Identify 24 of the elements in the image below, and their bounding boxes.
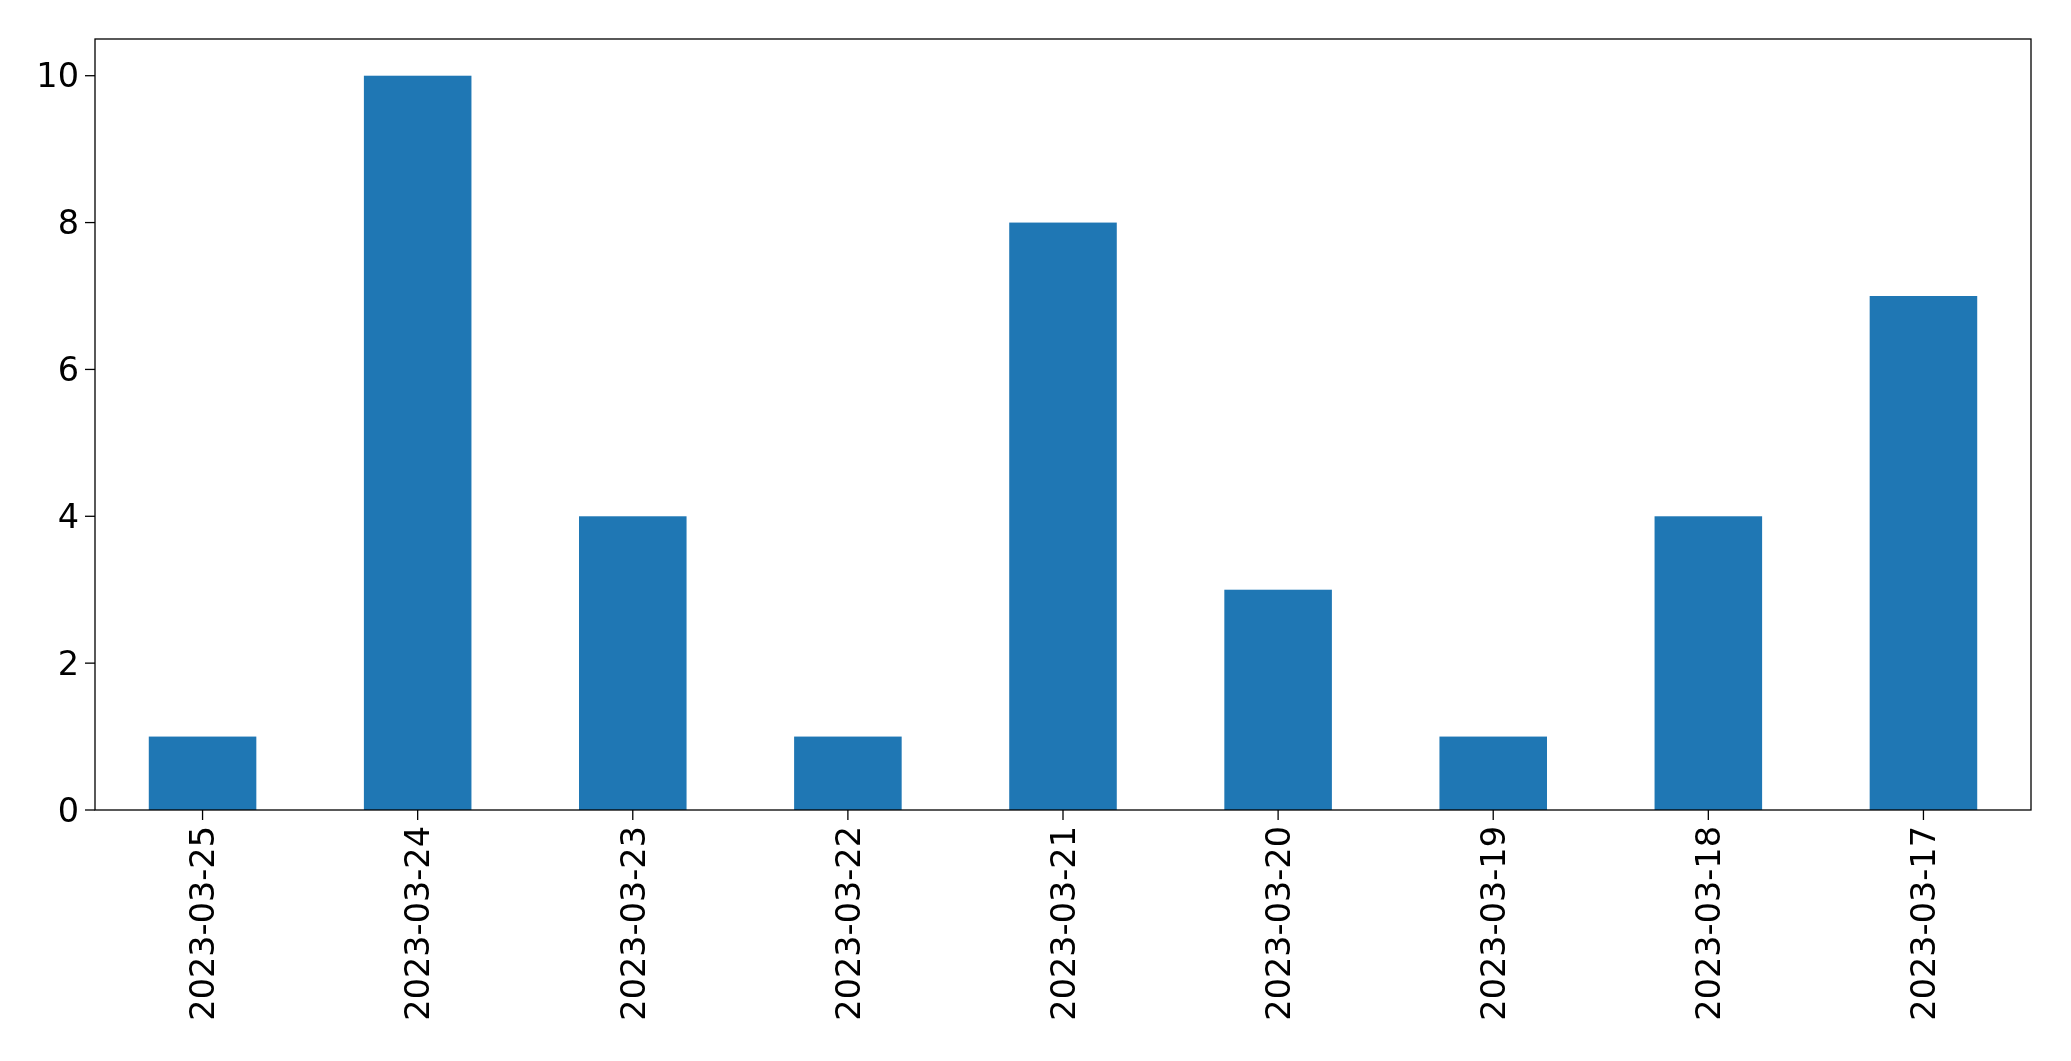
x-tick-label: 2023-03-20	[1258, 826, 1298, 1021]
bar	[1869, 296, 1978, 810]
y-tick-label: 6	[57, 350, 79, 390]
bar	[1224, 589, 1332, 810]
bar	[1439, 736, 1547, 810]
bar	[794, 736, 902, 810]
x-tick-label: 2023-03-22	[828, 826, 868, 1021]
x-tick-label: 2023-03-24	[398, 826, 438, 1021]
y-tick-label: 10	[36, 56, 79, 96]
x-tick-label: 2023-03-18	[1689, 826, 1729, 1021]
x-tick-label: 2023-03-19	[1473, 826, 1513, 1021]
y-tick-label: 0	[57, 790, 79, 830]
x-tick-label: 2023-03-23	[613, 826, 653, 1021]
bar	[363, 75, 472, 810]
y-tick-label: 4	[57, 497, 79, 537]
y-tick-label: 8	[57, 203, 79, 243]
y-tick-label: 2	[57, 643, 79, 683]
bar	[1009, 222, 1117, 810]
bar	[579, 516, 687, 810]
x-tick-label: 2023-03-17	[1904, 826, 1944, 1021]
bar	[1654, 516, 1763, 810]
bar	[148, 736, 257, 810]
x-tick-label: 2023-03-25	[183, 826, 223, 1021]
x-tick-label: 2023-03-21	[1043, 826, 1083, 1021]
